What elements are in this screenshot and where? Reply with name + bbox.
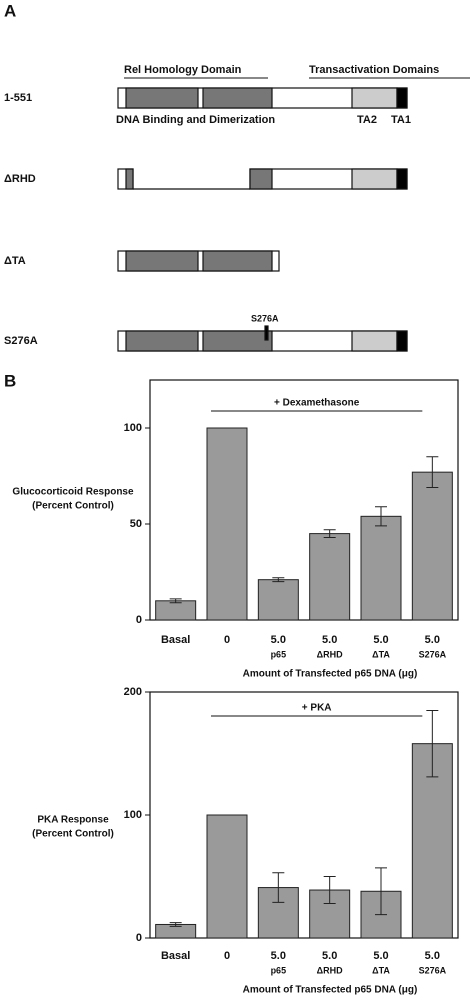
x-tick-sublabel: ΔRHD [317,965,343,975]
x-tick-label: 5.0 [322,634,337,646]
x-tick-label: 0 [224,634,230,646]
error-bar [272,872,285,903]
domain-header: Rel Homology Domain [124,64,242,76]
bar [360,515,402,621]
error-bar [323,876,336,905]
annotation: + Dexamethasone [274,398,360,409]
plot-frame [149,691,459,939]
y-axis-label: Glucocorticoid Response [12,487,134,498]
annotation: + PKA [302,703,332,714]
bar [155,600,197,621]
x-tick-label: 5.0 [373,950,388,962]
error-bar [375,506,387,527]
construct-label: 1-551 [4,92,32,104]
y-tick-label: 100 [124,422,142,434]
domain-note: TA2 [357,114,377,126]
bar [411,471,453,621]
error-bar [426,456,439,489]
x-tick-label: 5.0 [271,634,286,646]
x-tick-label: 5.0 [425,950,440,962]
x-tick-label: 0 [224,950,230,962]
construct-label: S276A [4,335,38,347]
bar [257,579,299,621]
panel-label: A [4,1,16,20]
x-tick-sublabel: p65 [271,649,287,659]
y-axis-label: (Percent Control) [32,501,114,512]
x-tick-sublabel: ΔTA [372,965,390,975]
x-tick-sublabel: S276A [419,649,447,659]
x-tick-label: Basal [161,950,190,962]
y-tick-label: 50 [130,518,142,530]
mutation-label: S276A [251,313,279,323]
x-tick-sublabel: ΔTA [372,649,390,659]
construct-dta: ΔTA [4,250,280,272]
construct-1-551: 1-551 [4,87,408,109]
y-tick-label: 0 [136,932,142,944]
plot-frame [149,379,459,621]
x-axis-label: Amount of Transfected p65 DNA (μg) [243,669,418,680]
construct-label: ΔTA [4,255,26,267]
bar [206,814,248,939]
bar [206,427,248,621]
construct-drhd: ΔRHD [4,168,408,190]
construct-label: ΔRHD [4,173,36,185]
domain-note: TA1 [391,114,411,126]
domain-note: DNA Binding and Dimerization [116,114,275,126]
error-bar [426,709,439,778]
y-axis-label: PKA Response [37,815,109,826]
error-bar [169,922,182,927]
y-tick-label: 200 [124,686,142,698]
y-axis-label: (Percent Control) [32,829,114,840]
y-tick-label: 100 [124,809,142,821]
y-tick-label: 0 [136,614,142,626]
error-bar [323,529,336,538]
x-tick-label: Basal [161,634,190,646]
x-tick-label: 5.0 [425,634,440,646]
x-tick-sublabel: S276A [419,965,447,975]
error-bar [272,577,285,583]
x-tick-label: 5.0 [373,634,388,646]
x-axis-label: Amount of Transfected p65 DNA (μg) [243,985,418,996]
x-tick-label: 5.0 [322,950,337,962]
x-tick-sublabel: p65 [271,965,287,975]
bar [309,533,351,621]
construct-s276a: S276A S276A [4,313,408,352]
error-bar [169,598,182,604]
panel-label: B [4,371,16,390]
x-tick-sublabel: ΔRHD [317,649,343,659]
x-tick-label: 5.0 [271,950,286,962]
error-bar [375,867,387,916]
domain-header: Transactivation Domains [309,64,439,76]
